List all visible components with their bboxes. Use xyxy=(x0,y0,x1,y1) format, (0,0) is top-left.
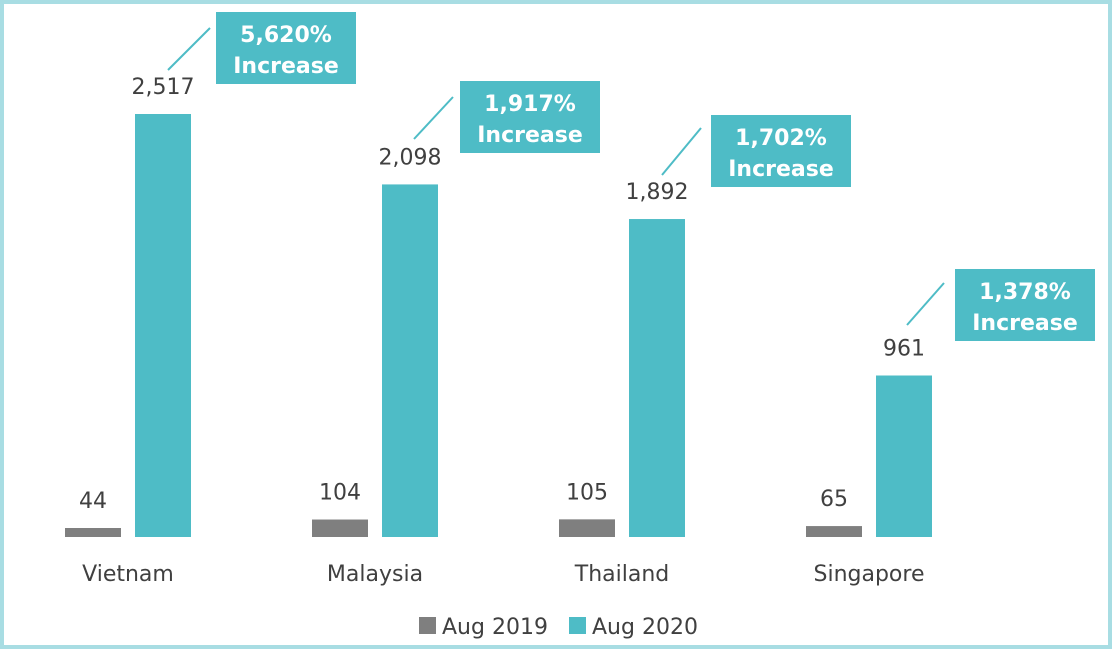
value-label-malaysia-aug-2019: 104 xyxy=(319,481,361,506)
value-label-singapore-aug-2019: 65 xyxy=(820,487,848,512)
callout-thailand: 1,702% Increase xyxy=(661,115,851,187)
callout-box xyxy=(216,12,356,84)
callout-increase-label: Increase xyxy=(972,311,1078,336)
callout-leader-line xyxy=(906,282,945,326)
callout-singapore: 1,378% Increase xyxy=(906,269,1095,341)
value-label-malaysia-aug-2020: 2,098 xyxy=(379,145,442,170)
value-label-vietnam-aug-2019: 44 xyxy=(79,489,107,514)
legend-label-aug-2020: Aug 2020 xyxy=(592,615,698,640)
bar-vietnam-aug-2019 xyxy=(65,528,121,537)
legend-swatch-aug-2020 xyxy=(569,617,586,634)
bar-malaysia-aug-2019 xyxy=(312,519,368,537)
callout-leader-line xyxy=(413,96,454,140)
callout-percent: 1,378% xyxy=(979,280,1071,305)
legend-label-aug-2019: Aug 2019 xyxy=(442,615,548,640)
legend-swatch-aug-2019 xyxy=(419,617,436,634)
bars-layer xyxy=(65,114,932,538)
category-label-malaysia: Malaysia xyxy=(327,562,423,587)
value-label-singapore-aug-2020: 961 xyxy=(883,336,925,361)
callout-box xyxy=(460,81,600,153)
callout-percent: 5,620% xyxy=(240,23,332,48)
category-label-singapore: Singapore xyxy=(814,562,925,587)
callout-malaysia: 1,917% Increase xyxy=(413,81,600,153)
bar-thailand-aug-2020 xyxy=(629,219,685,537)
legend: Aug 2019 Aug 2020 xyxy=(419,615,698,640)
callout-increase-label: Increase xyxy=(233,54,339,79)
callout-increase-label: Increase xyxy=(728,157,834,182)
category-label-thailand: Thailand xyxy=(574,562,669,587)
callout-leader-line xyxy=(167,27,211,71)
category-labels-layer: Vietnam Malaysia Thailand Singapore xyxy=(82,562,924,587)
callout-vietnam: 5,620% Increase xyxy=(167,12,356,84)
bar-thailand-aug-2019 xyxy=(559,519,615,537)
bar-singapore-aug-2020 xyxy=(876,375,932,537)
bar-vietnam-aug-2020 xyxy=(135,114,191,537)
callout-box xyxy=(955,269,1095,341)
bar-malaysia-aug-2020 xyxy=(382,184,438,538)
callouts-layer: 5,620% Increase 1,917% Increase 1,702% Increa… xyxy=(167,12,1095,341)
value-label-vietnam-aug-2020: 2,517 xyxy=(132,75,195,100)
callout-increase-label: Increase xyxy=(477,123,583,148)
callout-box xyxy=(711,115,851,187)
value-label-thailand-aug-2020: 1,892 xyxy=(626,180,689,205)
callout-percent: 1,917% xyxy=(484,92,576,117)
category-label-vietnam: Vietnam xyxy=(82,562,174,587)
callout-leader-line xyxy=(661,127,702,176)
value-label-thailand-aug-2019: 105 xyxy=(566,480,608,505)
bar-singapore-aug-2019 xyxy=(806,526,862,537)
value-labels-layer: 44 2,517 104 2,098 105 1,892 65 961 xyxy=(79,75,925,514)
callout-percent: 1,702% xyxy=(735,126,827,151)
